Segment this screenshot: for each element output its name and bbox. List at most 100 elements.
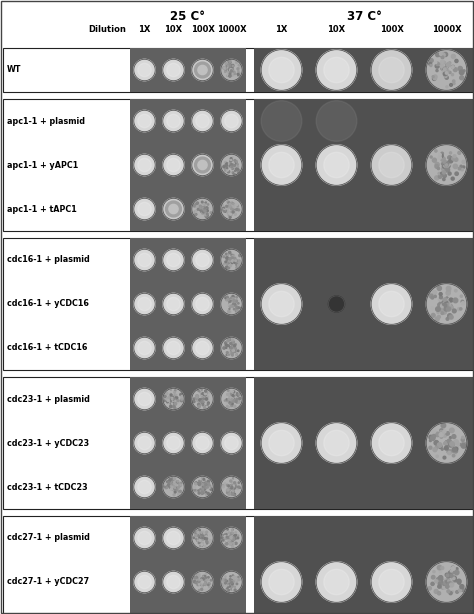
Circle shape xyxy=(452,435,456,438)
Circle shape xyxy=(175,484,176,486)
Circle shape xyxy=(230,303,233,305)
Circle shape xyxy=(167,531,180,545)
Circle shape xyxy=(165,392,168,395)
Circle shape xyxy=(229,258,231,260)
Circle shape xyxy=(230,581,232,583)
Circle shape xyxy=(173,486,174,488)
Circle shape xyxy=(426,562,467,602)
Circle shape xyxy=(196,254,209,266)
Circle shape xyxy=(201,389,202,391)
Circle shape xyxy=(462,437,464,438)
Circle shape xyxy=(222,578,224,580)
Circle shape xyxy=(230,66,231,68)
Circle shape xyxy=(261,50,302,90)
Circle shape xyxy=(228,351,230,352)
Circle shape xyxy=(379,152,404,177)
Circle shape xyxy=(198,581,200,583)
Circle shape xyxy=(228,68,231,71)
Circle shape xyxy=(324,57,349,83)
Circle shape xyxy=(232,298,234,299)
Circle shape xyxy=(202,539,204,540)
Circle shape xyxy=(233,350,235,351)
Circle shape xyxy=(201,578,203,580)
Circle shape xyxy=(234,348,236,349)
Circle shape xyxy=(233,588,235,590)
Circle shape xyxy=(232,543,234,545)
Circle shape xyxy=(229,260,230,261)
Circle shape xyxy=(199,575,200,577)
Circle shape xyxy=(202,486,203,487)
Circle shape xyxy=(221,537,223,538)
Circle shape xyxy=(459,70,464,75)
Circle shape xyxy=(204,203,206,205)
Circle shape xyxy=(435,317,439,321)
Circle shape xyxy=(237,167,238,169)
Circle shape xyxy=(227,405,228,407)
Circle shape xyxy=(208,577,209,578)
Circle shape xyxy=(236,306,237,308)
Circle shape xyxy=(455,445,458,448)
Circle shape xyxy=(371,50,412,90)
Circle shape xyxy=(460,165,462,168)
Circle shape xyxy=(231,260,233,262)
Circle shape xyxy=(181,399,183,402)
Circle shape xyxy=(199,399,201,401)
Circle shape xyxy=(447,161,449,164)
Circle shape xyxy=(201,403,203,404)
Circle shape xyxy=(231,488,232,489)
Circle shape xyxy=(205,575,206,577)
Circle shape xyxy=(226,65,228,66)
Circle shape xyxy=(232,305,234,307)
Circle shape xyxy=(236,394,237,397)
Circle shape xyxy=(450,443,455,447)
Circle shape xyxy=(438,583,441,585)
Circle shape xyxy=(199,402,201,403)
Circle shape xyxy=(223,166,225,167)
Circle shape xyxy=(426,50,467,90)
Text: cdc27-1 + yCDC27: cdc27-1 + yCDC27 xyxy=(7,578,89,586)
Circle shape xyxy=(196,202,199,204)
Circle shape xyxy=(205,202,206,203)
Circle shape xyxy=(231,399,232,400)
Circle shape xyxy=(201,581,202,583)
Circle shape xyxy=(224,165,226,167)
Circle shape xyxy=(197,540,199,541)
Circle shape xyxy=(197,397,198,398)
Circle shape xyxy=(232,391,233,392)
Circle shape xyxy=(201,477,204,480)
Circle shape xyxy=(221,60,242,80)
Circle shape xyxy=(239,262,241,264)
Circle shape xyxy=(445,165,447,166)
Circle shape xyxy=(196,395,199,397)
Circle shape xyxy=(196,531,199,533)
Circle shape xyxy=(196,297,209,311)
Circle shape xyxy=(200,580,202,582)
Circle shape xyxy=(232,295,234,298)
Circle shape xyxy=(232,538,235,540)
Circle shape xyxy=(226,253,227,255)
Circle shape xyxy=(202,487,205,489)
Circle shape xyxy=(230,208,233,209)
Circle shape xyxy=(233,173,235,174)
Circle shape xyxy=(429,58,433,63)
Circle shape xyxy=(453,68,457,72)
Circle shape xyxy=(194,489,197,492)
Circle shape xyxy=(269,430,294,456)
Circle shape xyxy=(202,491,205,494)
Circle shape xyxy=(202,207,204,209)
Circle shape xyxy=(261,422,302,464)
Circle shape xyxy=(230,160,233,162)
Circle shape xyxy=(445,441,448,445)
Circle shape xyxy=(203,207,205,209)
Circle shape xyxy=(230,302,231,304)
Circle shape xyxy=(207,400,209,402)
Circle shape xyxy=(201,535,203,537)
Circle shape xyxy=(231,260,232,261)
Circle shape xyxy=(233,576,235,578)
Circle shape xyxy=(461,588,464,591)
Circle shape xyxy=(228,63,230,65)
Circle shape xyxy=(169,481,171,482)
Circle shape xyxy=(200,493,202,495)
Circle shape xyxy=(232,341,234,343)
Circle shape xyxy=(226,206,227,207)
